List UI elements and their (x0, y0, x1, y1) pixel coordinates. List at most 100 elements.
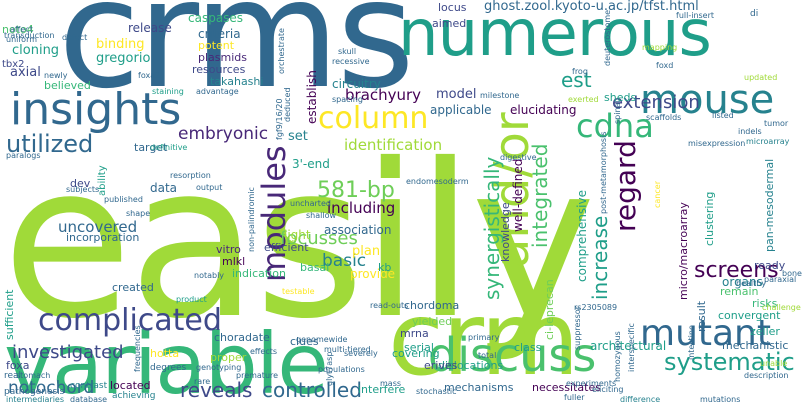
word: endomesoderm (406, 177, 469, 186)
word: foxa (6, 359, 30, 372)
word: complicated (38, 303, 222, 338)
word: indication (232, 267, 286, 280)
word: sufficient (3, 289, 16, 341)
word: extension (612, 92, 700, 113)
word: column (318, 101, 429, 136)
word: di (750, 9, 759, 19)
word: created (112, 281, 154, 294)
word: real (4, 371, 22, 381)
word: systematic (664, 348, 795, 376)
word: uncovered (58, 218, 138, 236)
word: potent (198, 39, 235, 52)
word: located (110, 379, 151, 392)
word: updated (744, 73, 778, 82)
word: axial (10, 65, 41, 80)
word: caspases (188, 11, 244, 25)
word: suppressor (573, 306, 582, 350)
word: description (744, 371, 789, 380)
word: microarray (746, 137, 790, 146)
word: chordoma (404, 299, 460, 312)
word: mapping (642, 43, 678, 52)
word: unable (760, 359, 788, 368)
word: brachyury (345, 86, 422, 104)
word: kb (378, 261, 392, 274)
word: primary (468, 333, 500, 342)
word: tbx2 (2, 59, 25, 70)
word: exerted (568, 95, 599, 104)
word: crm (388, 280, 580, 399)
word: difference (620, 395, 661, 404)
word: controlled (262, 378, 362, 402)
word: necessitates (532, 381, 601, 394)
word: bone (782, 269, 802, 278)
word: shallow (306, 211, 337, 220)
word: post-metamorphosis (599, 131, 608, 215)
word: basic (322, 251, 367, 271)
word: well-defined (511, 158, 525, 232)
word: shape (126, 209, 151, 218)
word: rs2305089 (574, 303, 618, 312)
word: orchestrate (277, 28, 286, 74)
word: intestine (687, 325, 696, 360)
word: takahashi (210, 75, 264, 88)
word: product (176, 295, 207, 304)
word: deduced (283, 87, 292, 122)
word: hotta (150, 347, 180, 360)
word: remain (720, 285, 759, 298)
word: frequencies (133, 325, 142, 372)
word: paraxial (764, 275, 797, 284)
word: rare (194, 377, 211, 386)
word: cancer (653, 181, 662, 208)
word: including (327, 199, 396, 217)
word: mechanistic (722, 339, 789, 352)
word: read-outs (370, 301, 409, 310)
word: association (324, 223, 392, 237)
word: plan (352, 244, 381, 259)
word: milestone (480, 91, 520, 100)
word: knowledge (499, 202, 512, 262)
word: notochord (8, 378, 95, 398)
word: mutant (640, 313, 771, 354)
word: fuller (564, 393, 585, 402)
word: foxd (656, 61, 674, 70)
word: eliciting (592, 385, 624, 394)
word: light (284, 228, 311, 242)
word: ready (754, 259, 786, 272)
word: deuterostome (603, 9, 612, 66)
word: uncharted (290, 199, 331, 208)
word: recessive (332, 57, 370, 66)
word: contrast (70, 381, 108, 391)
word: healthy (736, 279, 767, 288)
word: yielded (412, 315, 453, 328)
word: stochastic (416, 387, 457, 396)
word: uniform (6, 35, 38, 44)
word: output (196, 183, 223, 192)
word: dislocations (438, 359, 504, 372)
word: definitive (150, 143, 188, 152)
word: spinal (613, 100, 622, 124)
word: interspecific (627, 323, 636, 372)
word: architectural (590, 339, 667, 353)
word: variable (4, 315, 329, 404)
word: affect (10, 25, 33, 34)
word: investigated (12, 342, 124, 363)
word: resources (192, 63, 246, 76)
word: premature (236, 371, 279, 380)
word: challenge (762, 303, 801, 312)
word: efficient (264, 241, 309, 254)
word: target (134, 141, 168, 154)
word: degrees (150, 363, 187, 373)
word: mouse (640, 77, 775, 123)
word: aimed (432, 17, 467, 30)
word: reveals (180, 378, 253, 402)
word: database (70, 395, 108, 404)
word: risks (752, 297, 778, 310)
word: zeller (750, 325, 780, 338)
word: set (288, 129, 308, 144)
word: subjects (66, 185, 100, 194)
word: erives (424, 359, 458, 372)
word: locus (438, 1, 467, 14)
word: effects (250, 347, 278, 356)
word: 3'-end (292, 157, 330, 171)
